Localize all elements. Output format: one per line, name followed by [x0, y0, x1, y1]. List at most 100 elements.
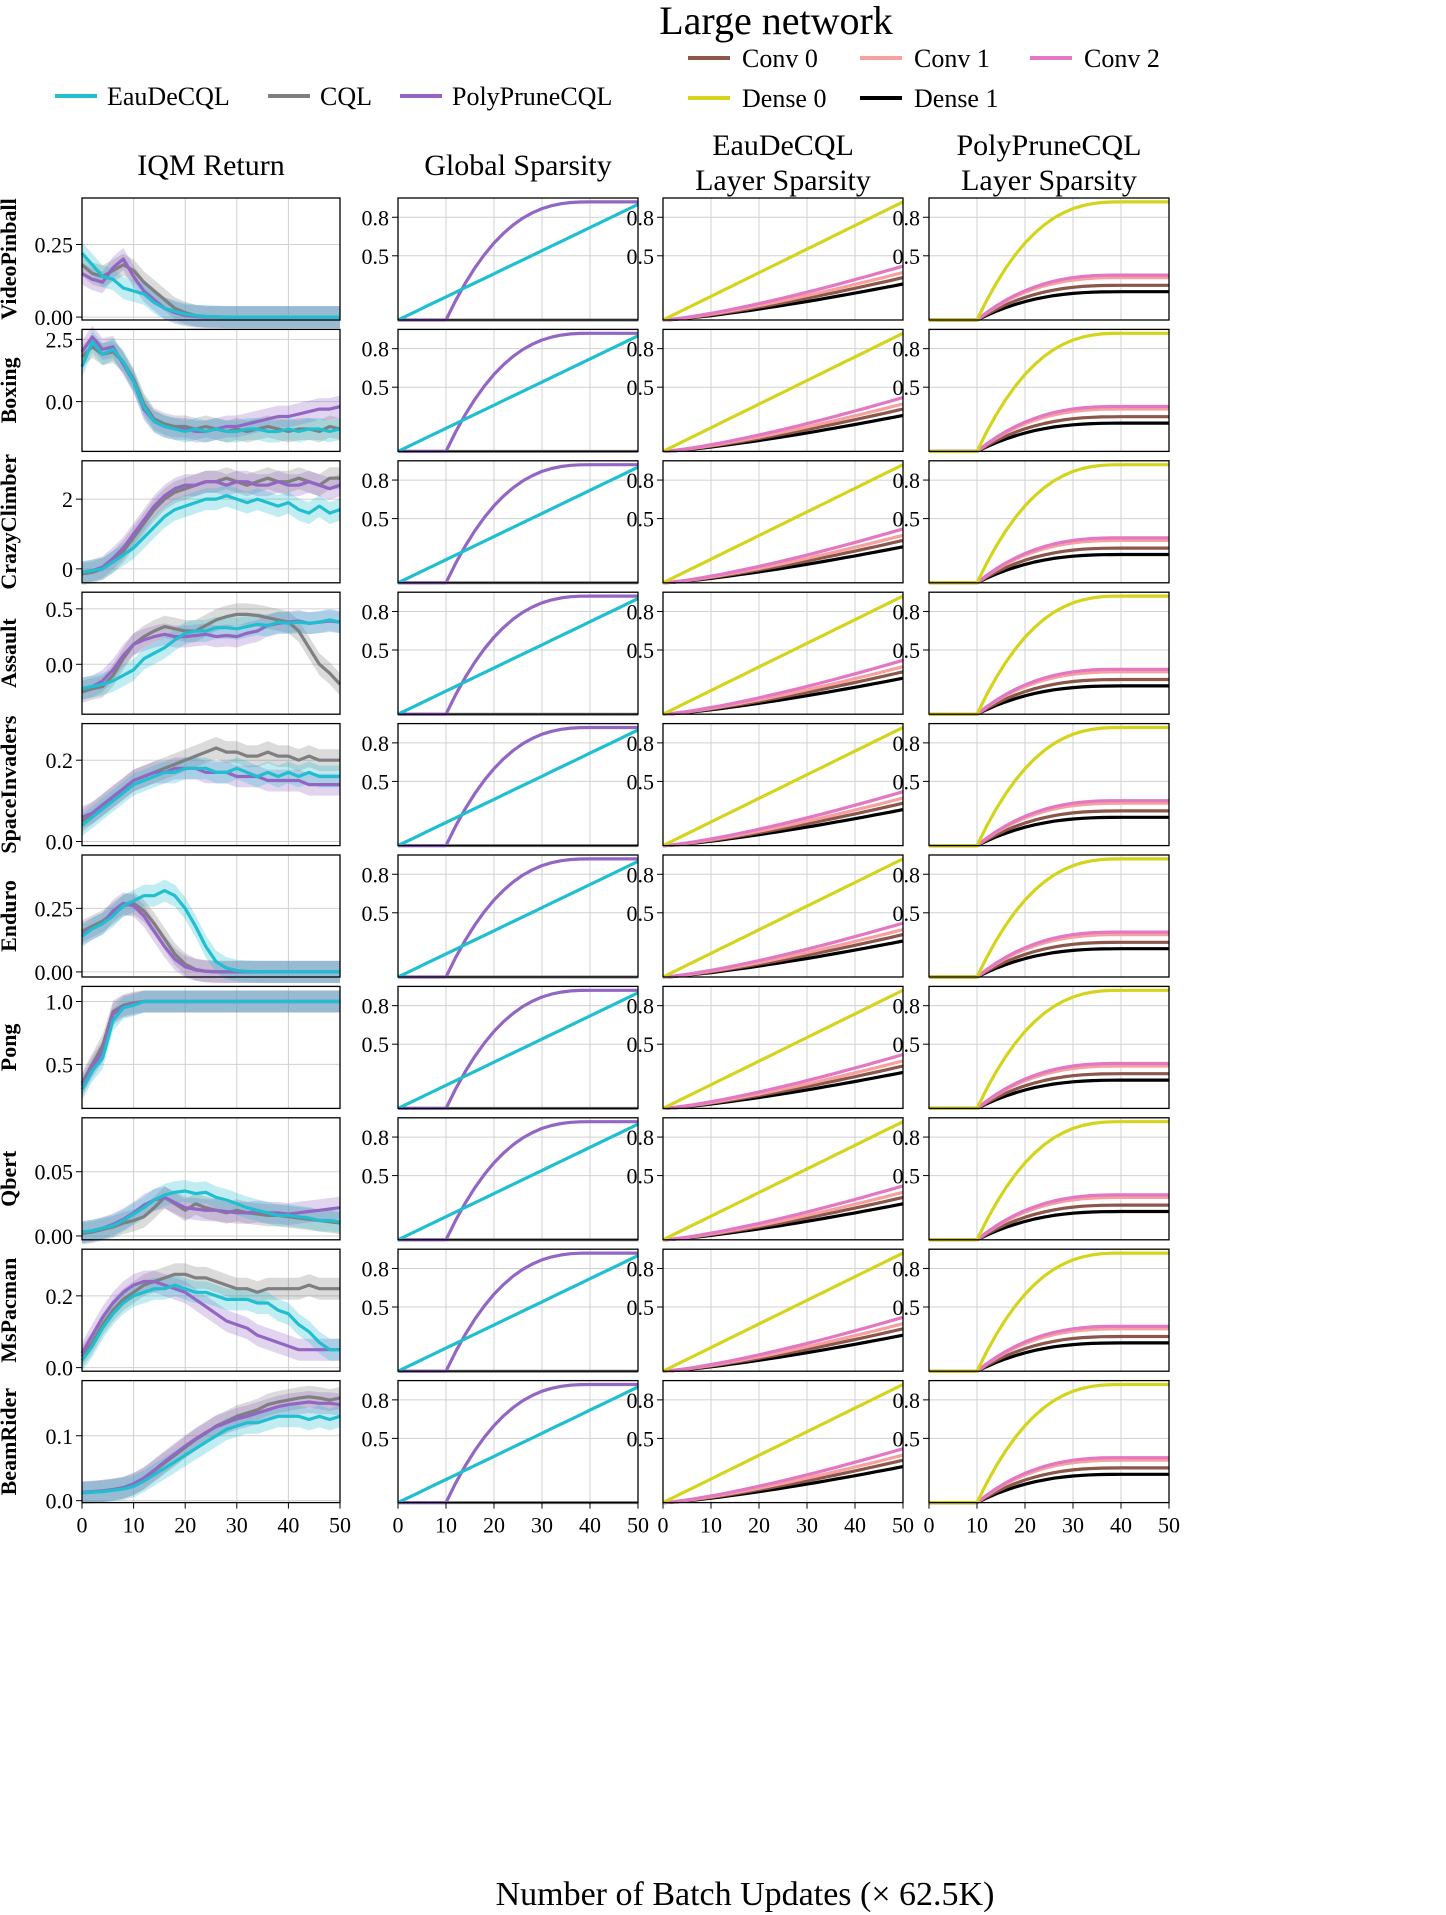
x-tick-label: 40	[579, 1513, 601, 1538]
panel-boxing-col-4: 0.5 0.8	[893, 328, 1170, 453]
confidence-band-cql	[82, 603, 340, 703]
y-tick-label: 0.8	[627, 599, 655, 624]
axes-frame	[397, 328, 639, 453]
y-tick-label: 0.0	[46, 830, 74, 855]
line-dense-0	[929, 331, 1169, 453]
confidence-band-polyprunecql	[82, 1186, 340, 1244]
panel-mspacman-col-2: 0.5 0.8	[362, 1248, 639, 1373]
x-tick-label: 0	[924, 1513, 935, 1538]
y-tick-label: 0.5	[893, 769, 921, 794]
line-dense-1	[929, 815, 1169, 848]
axes-frame	[662, 328, 904, 453]
panel-pong-col-1: 0.5 1.0	[46, 985, 341, 1110]
panel-mspacman-col-4: 0.5 0.8	[893, 1248, 1170, 1373]
y-tick-label: 0.8	[627, 994, 655, 1019]
line-conv-2	[662, 658, 904, 716]
axes-frame	[397, 1248, 639, 1372]
y-tick-label: 0.25	[35, 896, 74, 921]
y-tick-label: 0.5	[893, 1032, 921, 1057]
y-tick-label: 0.5	[627, 901, 655, 926]
y-tick-label: 0.8	[362, 1125, 390, 1150]
panel-videopinball-col-1: 0.00 0.25	[35, 197, 341, 330]
y-tick-label: 0.5	[362, 1426, 390, 1451]
line-dense-1	[929, 290, 1169, 322]
y-tick-label: 2.5	[46, 327, 74, 352]
line-dense-0	[929, 1251, 1169, 1373]
y-tick-label: 0.8	[893, 994, 921, 1019]
axes-frame	[397, 460, 639, 584]
panel-crazyclimber-col-1: 02	[62, 460, 341, 586]
legend-label-polyprunecql: PolyPruneCQL	[452, 82, 612, 111]
panel-boxing-col-1: 0.0 2.5	[46, 325, 341, 453]
panel-beamrider-col-4: 0.5 0.8 0 10 20 30 40 50	[893, 1379, 1180, 1538]
panel-spaceinvaders-col-4: 0.5 0.8	[893, 722, 1170, 848]
line-conv-1	[662, 665, 904, 716]
confidence-band-cql	[82, 253, 340, 329]
x-tick-label: 20	[748, 1513, 770, 1538]
y-tick-label: 0.5	[627, 1164, 655, 1189]
axes-frame	[81, 985, 341, 1110]
panel-qbert-col-3: 0.5 0.8	[627, 1117, 904, 1242]
y-tick-label: 0.5	[362, 375, 390, 400]
y-tick-label: 0.00	[35, 960, 74, 985]
y-tick-label: 0.5	[627, 1032, 655, 1057]
x-tick-label: 20	[174, 1513, 196, 1538]
row-label-videopinball: VideoPinball	[0, 198, 21, 319]
y-tick-label: 0.05	[35, 1160, 74, 1185]
axes-frame	[928, 591, 1170, 715]
y-tick-label: 0.8	[893, 337, 921, 362]
x-tick-label: 0	[658, 1513, 669, 1538]
y-tick-label: 0.8	[362, 205, 390, 230]
line-eaudecql	[397, 1254, 639, 1373]
y-tick-label: 0.8	[893, 599, 921, 624]
axes-frame	[928, 1117, 1170, 1241]
y-tick-label: 1.0	[46, 989, 74, 1014]
row-label-mspacman: MsPacman	[0, 1258, 21, 1363]
axes-frame	[928, 722, 1170, 847]
line-polyprunecql	[80, 1279, 340, 1355]
axes-frame	[928, 985, 1170, 1110]
line-cql	[80, 1272, 340, 1358]
panel-crazyclimber-col-3: 0.5 0.8	[627, 460, 904, 585]
line-eaudecql	[81, 888, 340, 974]
y-tick-label: 0.5	[362, 901, 390, 926]
y-tick-label: 0.5	[893, 638, 921, 663]
y-tick-label: 0.5	[893, 1164, 921, 1189]
y-tick-label: 0.8	[627, 1256, 655, 1281]
y-tick-label: 0.8	[362, 994, 390, 1019]
legend-label-conv-1: Conv 1	[914, 44, 990, 73]
line-polyprunecql	[81, 766, 340, 819]
panel-spaceinvaders-col-3: 0.5 0.8	[627, 722, 904, 848]
panel-enduro-col-2: 0.5 0.8	[362, 854, 639, 979]
x-tick-label: 10	[123, 1513, 145, 1538]
line-dense-1	[929, 552, 1169, 585]
axes-frame	[662, 197, 904, 321]
axes-frame	[397, 722, 639, 847]
line-conv-2	[662, 921, 904, 979]
y-tick-label: 0	[62, 557, 73, 582]
y-tick-label: 0.8	[627, 205, 655, 230]
row-label-crazyclimber: CrazyClimber	[0, 454, 21, 590]
y-tick-label: 0.5	[627, 769, 655, 794]
confidence-band-cql	[82, 1186, 340, 1245]
panel-assault-col-4: 0.5 0.8	[893, 591, 1170, 716]
panel-enduro-col-1: 0.00 0.25	[35, 854, 341, 985]
y-tick-label: 2	[62, 487, 73, 512]
panel-videopinball-col-4: 0.5 0.8	[893, 197, 1170, 322]
y-tick-label: 0.5	[46, 1052, 74, 1077]
panel-assault-col-2: 0.5 0.8	[362, 591, 639, 716]
confidence-band-polyprunecql	[82, 248, 340, 329]
y-tick-label: 0.5	[362, 507, 390, 532]
axes-frame	[81, 1379, 341, 1504]
legend-label-conv-0: Conv 0	[742, 44, 818, 73]
panel-beamrider-col-1: 0.0 0.1 0 10 20 30 40 50	[46, 1379, 351, 1538]
y-tick-label: 0.2	[46, 748, 74, 773]
line-dense-0	[929, 988, 1169, 1111]
x-tick-label: 30	[1062, 1513, 1084, 1538]
y-tick-label: 0.00	[35, 1224, 74, 1249]
x-tick-label: 50	[627, 1513, 649, 1538]
line-eaudecql	[81, 766, 340, 827]
x-tick-label: 50	[892, 1513, 914, 1538]
line-dense-0	[929, 463, 1169, 585]
